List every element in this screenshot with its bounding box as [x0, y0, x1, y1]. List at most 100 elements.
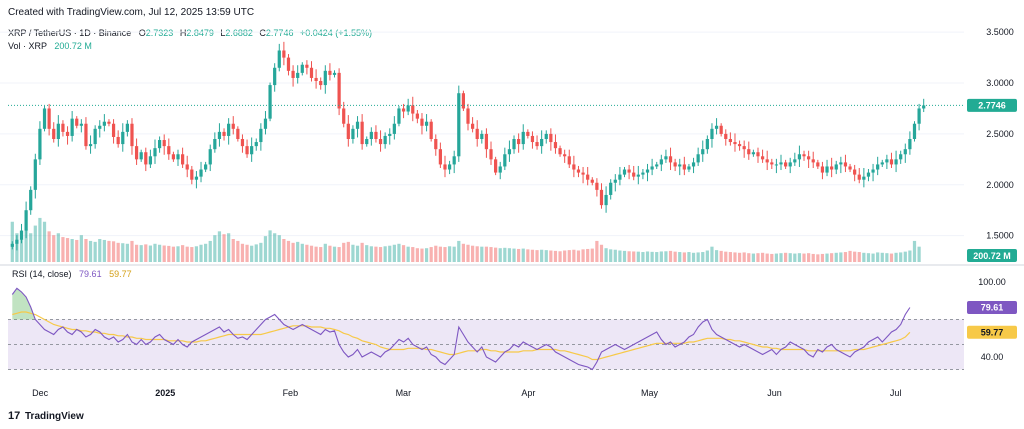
volume-bar: [240, 243, 245, 262]
volume-bar: [130, 240, 134, 262]
candle-body: [535, 142, 539, 147]
volume-bar: [111, 241, 116, 262]
candle-body: [222, 131, 226, 136]
time-tick-label: May: [641, 388, 659, 398]
candle-body: [42, 108, 47, 129]
volume-bar: [480, 246, 484, 262]
volume-bar: [79, 235, 83, 262]
rsi-tick-label: 100.00: [978, 277, 1006, 287]
volume-bar: [572, 249, 576, 262]
rsi-value-badge: [967, 300, 1017, 314]
candle-body: [259, 128, 263, 143]
candle-body: [130, 123, 134, 147]
candle-body: [286, 57, 291, 71]
time-tick-label: 2025: [155, 388, 175, 398]
volume-bar: [309, 245, 314, 262]
candle-body: [816, 162, 820, 167]
price-tick-label: 3.5000: [986, 27, 1014, 37]
candle-body: [544, 133, 548, 139]
price-grid: [0, 31, 964, 237]
volume-bar: [328, 245, 332, 262]
volume-bar: [277, 235, 281, 262]
price-tick-label: 1.5000: [986, 231, 1014, 241]
candle-body: [678, 164, 682, 167]
volume-bar: [360, 242, 364, 262]
rsi-pane: 100.00 40.00 79.61 59.77: [8, 277, 1017, 371]
candle-body: [176, 154, 180, 160]
volume-bar: [204, 243, 208, 262]
volume-bar: [208, 240, 212, 262]
candle-body: [563, 154, 567, 157]
volume-bar: [742, 252, 746, 262]
candle-body: [208, 149, 212, 165]
volume-bar: [540, 249, 544, 262]
volume-bar: [636, 251, 640, 262]
volume-bar: [908, 250, 912, 262]
volume-bar: [866, 253, 871, 262]
candle-body: [388, 133, 392, 136]
volume-bar: [668, 250, 673, 262]
candle-body: [33, 159, 37, 190]
candle-body: [609, 182, 613, 195]
volume-bar: [346, 241, 350, 262]
candle-body: [719, 125, 723, 134]
volume-bar: [489, 247, 493, 262]
volume-bar: [319, 247, 323, 262]
volume-bar: [563, 250, 567, 262]
volume-bar: [834, 252, 838, 262]
volume-bar: [903, 251, 907, 262]
candle-body: [894, 159, 898, 165]
last-price-badge: [967, 98, 1017, 112]
candle-body: [797, 154, 802, 160]
candle-body: [383, 135, 387, 145]
candle-body: [167, 146, 171, 155]
volume-bar: [29, 233, 33, 262]
candle-body: [217, 131, 222, 139]
candle-body: [641, 172, 645, 175]
volume-bar: [526, 249, 530, 262]
volume-bar: [411, 247, 415, 262]
candle-body: [912, 123, 917, 139]
candle-body: [751, 152, 755, 155]
volume-bar: [300, 243, 304, 262]
candle-body: [107, 121, 111, 124]
volume-bar: [645, 251, 650, 262]
volume-bar: [558, 251, 562, 262]
volume-bar: [622, 250, 627, 262]
rsi-tick-label: 40.00: [981, 352, 1004, 362]
volume-bar: [765, 253, 769, 262]
candle-body: [328, 70, 332, 75]
candle-body: [204, 164, 208, 170]
candle-body: [793, 159, 797, 163]
candle-body: [171, 154, 176, 160]
candle-body: [144, 152, 148, 165]
volume-bar: [434, 245, 438, 262]
candle-body: [157, 140, 162, 149]
candles: [10, 41, 926, 251]
rsi-value-label: 79.61: [981, 302, 1004, 312]
ohlc-legend: XRP / TetherUS · 1D · Binance O2.7323 H2…: [8, 28, 372, 38]
low-label: L: [220, 28, 225, 38]
volume-bar: [420, 248, 424, 262]
candle-body: [710, 128, 714, 139]
candle-body: [540, 139, 544, 147]
candle-body: [139, 152, 143, 160]
candle-body: [830, 166, 834, 170]
time-axis: Dec 2025 Feb Mar Apr May Jun Jul: [32, 388, 901, 398]
candle-body: [701, 149, 705, 155]
candle-body: [47, 108, 51, 129]
candle-body: [148, 156, 153, 165]
volume-bar: [737, 252, 742, 262]
volume-bar: [655, 252, 659, 262]
time-tick-label: Dec: [32, 388, 49, 398]
candle-body: [512, 139, 516, 150]
candle-body: [19, 230, 24, 240]
volume-bar: [217, 231, 222, 262]
candle-body: [70, 118, 74, 136]
volume-badge: [967, 249, 1017, 262]
time-tick-label: Jun: [767, 388, 782, 398]
volume-bar: [314, 246, 318, 262]
high-value: 2.8479: [186, 28, 214, 38]
volume-bar: [876, 252, 880, 262]
